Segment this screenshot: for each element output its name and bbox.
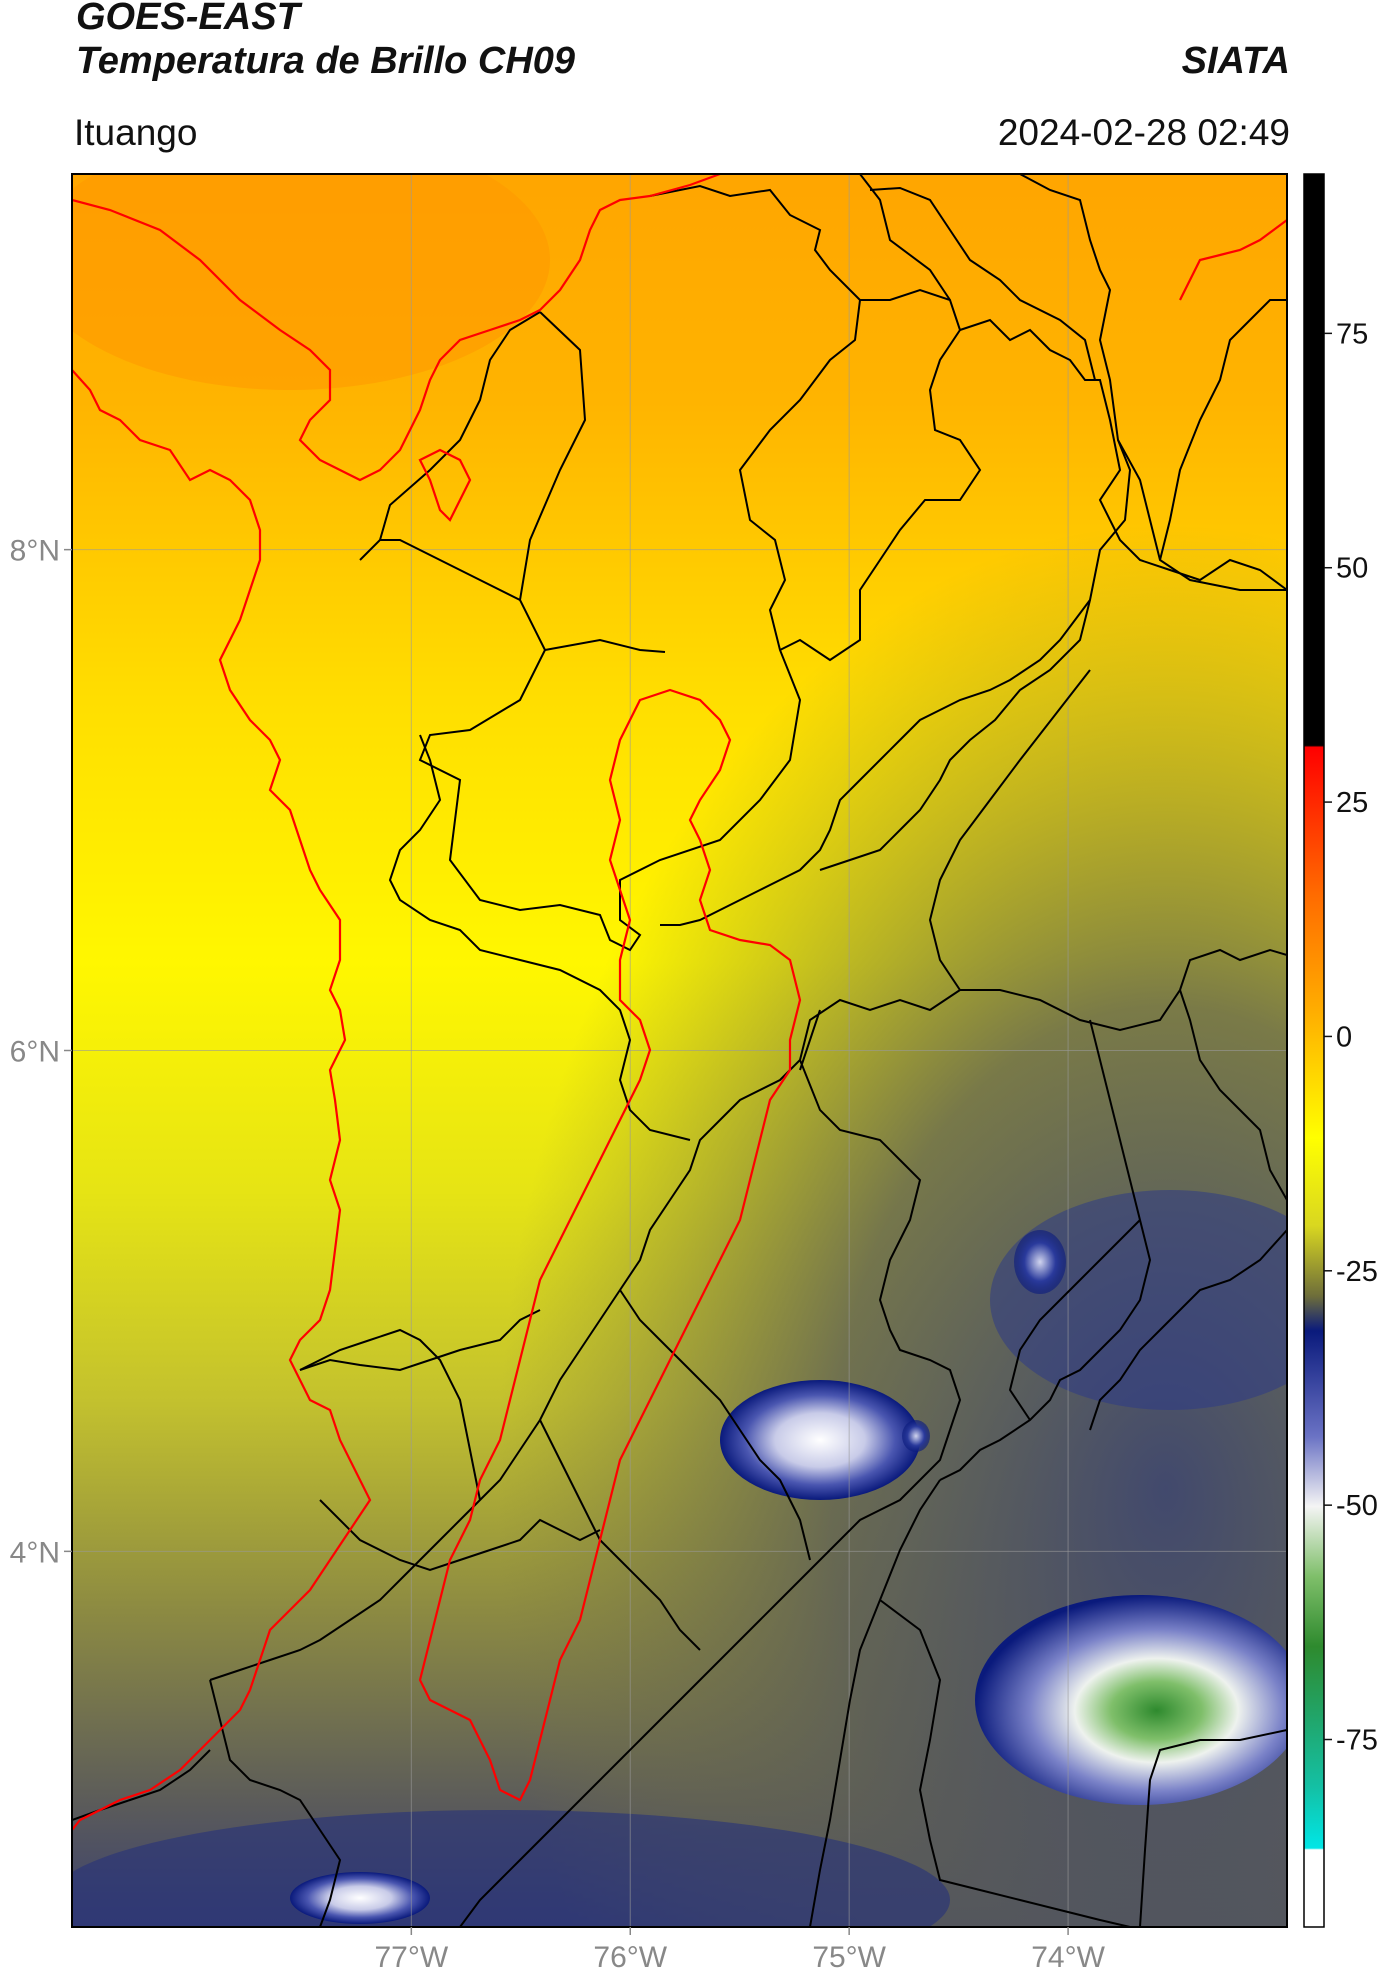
convective-cloud	[720, 1380, 920, 1500]
department-boundary	[359, 311, 541, 561]
axis-ticks: 77°W 76°W 75°W 74°W 8°N 6°N 4°N	[10, 535, 1106, 1974]
department-boundary	[1139, 1729, 1287, 1927]
department-boundary	[459, 1009, 962, 1927]
coastline-path	[418, 448, 472, 522]
convective-cloud	[1014, 1230, 1066, 1294]
coastline-path	[72, 174, 721, 482]
colorbar-tick-label: 50	[1336, 553, 1368, 585]
location-label: Ituango	[74, 112, 198, 153]
ituango-region-outline	[418, 688, 802, 1802]
datetime-label: 2024-02-28 02:49	[997, 112, 1290, 153]
map-title: GOES-EAST	[76, 0, 300, 38]
colorbar: 75 50 25 0 -25 -50 -75	[1303, 173, 1378, 1928]
colorbar-tick-label: 75	[1336, 318, 1368, 350]
gridlines	[72, 174, 1287, 1927]
department-boundary	[959, 318, 1287, 591]
department-boundary	[380, 539, 666, 653]
lon-tick-label: 77°W	[374, 1941, 448, 1974]
convective-cloud	[902, 1420, 930, 1452]
colorbar-tick-label: 25	[1336, 787, 1368, 819]
convective-cloud	[975, 1595, 1287, 1805]
department-boundary	[809, 1479, 1131, 1927]
lat-tick-label: 8°N	[10, 535, 60, 568]
lon-tick-label: 74°W	[1031, 1941, 1105, 1974]
department-boundary	[388, 734, 691, 1141]
colorbar-scale	[1303, 173, 1325, 1928]
department-boundary	[660, 599, 1091, 926]
coastline	[72, 174, 1287, 1831]
colorbar-tick-label: -50	[1336, 1490, 1378, 1522]
organization-label: SIATA	[1181, 40, 1290, 82]
colorbar-tick-label: -75	[1336, 1725, 1378, 1757]
department-boundary	[1117, 299, 1287, 591]
colorbar-tick-label: -25	[1336, 1256, 1378, 1288]
department-boundary	[928, 669, 1287, 1032]
convective-cloud	[290, 1872, 430, 1924]
department-boundary	[539, 1289, 811, 1651]
coastline-path	[72, 369, 372, 1831]
department-boundary	[1008, 1219, 1287, 1431]
department-boundary	[418, 184, 862, 952]
lat-tick-label: 4°N	[10, 1536, 60, 1569]
brightness-temperature-field	[72, 174, 1287, 1927]
colorbar-tick-label: 0	[1336, 1021, 1352, 1053]
coastline-path	[1179, 219, 1287, 301]
map-subtitle: Temperatura de Brillo CH09	[76, 40, 576, 82]
lat-tick-label: 6°N	[10, 1036, 60, 1069]
lon-tick-label: 75°W	[812, 1941, 886, 1974]
lon-tick-label: 76°W	[593, 1941, 667, 1974]
department-boundary	[299, 1309, 541, 1372]
department-boundary	[939, 989, 1287, 1481]
colorbar-ticks: 75 50 25 0 -25 -50 -75	[1324, 318, 1378, 1757]
department-boundary	[299, 1328, 601, 1572]
department-boundary	[209, 989, 961, 1681]
boundaries	[72, 174, 1287, 1927]
